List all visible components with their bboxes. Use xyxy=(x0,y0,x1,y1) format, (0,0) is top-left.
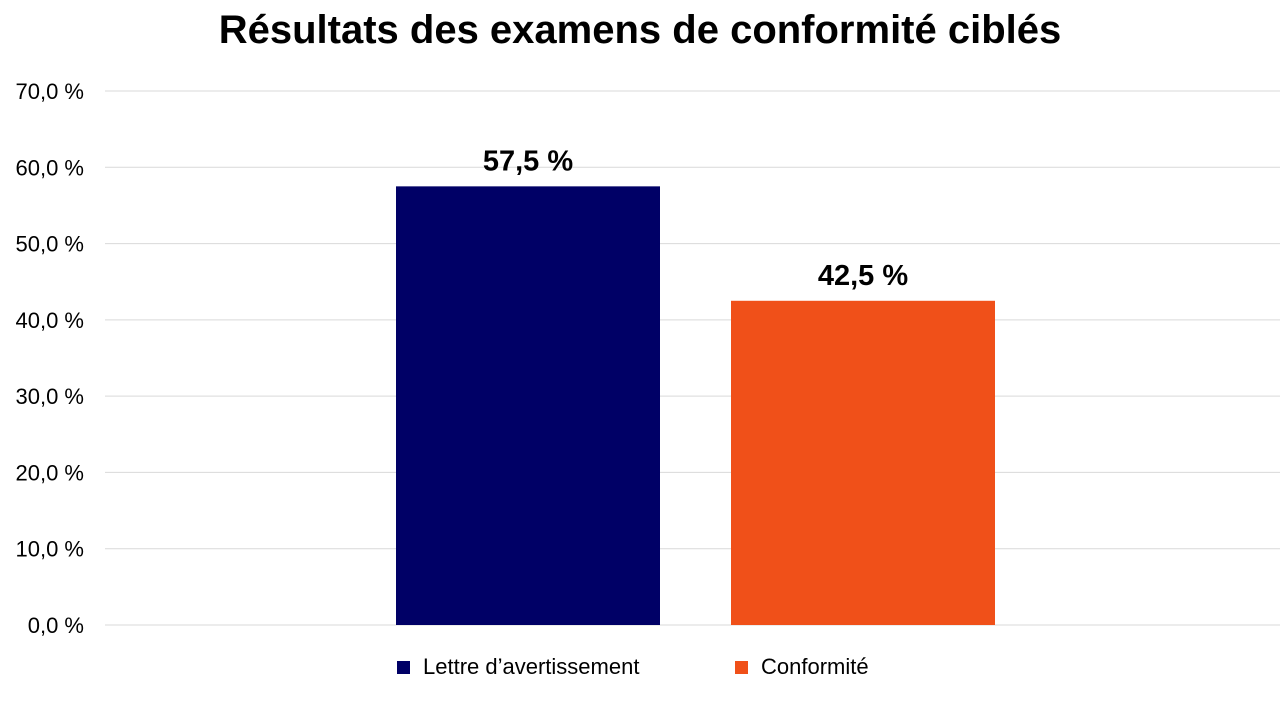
y-tick-label: 10,0 % xyxy=(16,537,85,562)
y-tick-label: 40,0 % xyxy=(16,308,85,333)
legend-item-conformite: Conformité xyxy=(735,654,869,680)
data-label: 57,5 % xyxy=(483,145,573,177)
chart-legend: Lettre d’avertissement Conformité xyxy=(0,654,1280,682)
y-tick-label: 70,0 % xyxy=(16,79,85,104)
y-tick-label: 30,0 % xyxy=(16,384,85,409)
y-tick-label: 0,0 % xyxy=(28,613,84,638)
y-tick-label: 60,0 % xyxy=(16,155,85,180)
bar xyxy=(396,186,660,625)
bar xyxy=(731,300,995,625)
legend-item-lettre-avertissement: Lettre d’avertissement xyxy=(397,654,639,680)
legend-label: Conformité xyxy=(761,654,869,679)
data-label: 42,5 % xyxy=(818,260,908,292)
legend-swatch-lettre-avertissement xyxy=(397,660,410,674)
y-tick-label: 50,0 % xyxy=(16,232,85,257)
legend-swatch-conformite xyxy=(735,660,748,674)
chart-title: Résultats des examens de conformité cibl… xyxy=(218,8,1062,52)
y-tick-label: 20,0 % xyxy=(16,460,85,485)
legend-label: Lettre d’avertissement xyxy=(423,654,640,679)
